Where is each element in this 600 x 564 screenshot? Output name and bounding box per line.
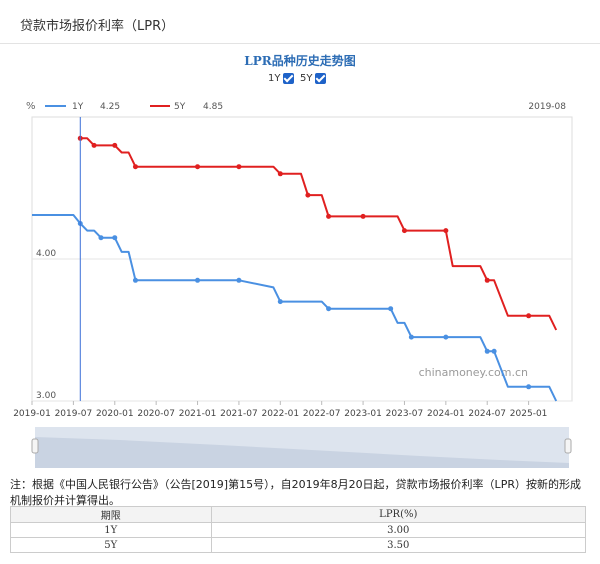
x-tick-label: 2022-07 xyxy=(303,409,341,419)
range-handle-left[interactable] xyxy=(31,438,39,454)
data-point-1y xyxy=(326,306,332,312)
range-navigator-overview xyxy=(35,437,569,468)
legend-5y-value: 4.85 xyxy=(203,102,223,112)
data-point-1y xyxy=(526,384,532,390)
toggle-5y[interactable]: 5Y xyxy=(300,71,327,85)
data-point-5y xyxy=(91,142,97,148)
table-cell-term: 1Y xyxy=(10,522,212,538)
y-unit-label: % xyxy=(26,101,36,112)
y-tick-label: 4.00 xyxy=(36,249,56,259)
x-tick-label: 2025-01 xyxy=(510,409,548,419)
data-point-5y xyxy=(360,213,366,219)
data-point-1y xyxy=(112,235,118,241)
x-tick-label: 2020-01 xyxy=(96,409,134,419)
lpr-line-chart[interactable]: % 1Y 4.25 5Y 4.85 2019-08 4.00 3.00 2019-… xyxy=(0,0,600,470)
data-point-5y xyxy=(526,313,532,319)
data-point-5y xyxy=(401,228,407,234)
legend-1y-value: 4.25 xyxy=(100,102,120,112)
data-point-1y xyxy=(408,334,414,340)
legend-1y-name: 1Y xyxy=(72,102,84,112)
data-point-1y xyxy=(277,299,283,305)
data-point-5y xyxy=(277,171,283,177)
data-point-1y xyxy=(236,277,242,283)
range-handle-right[interactable] xyxy=(564,438,572,454)
table-row: 1Y 3.00 xyxy=(10,522,587,538)
x-tick-label: 2024-01 xyxy=(427,409,465,419)
table-cell-rate: 3.00 xyxy=(210,522,587,538)
series-line-5y xyxy=(80,137,558,331)
table-header-term: 期限 xyxy=(10,506,212,523)
toggle-1y[interactable]: 1Y xyxy=(268,71,295,85)
data-point-5y xyxy=(112,142,118,148)
x-tick-label: 2019-07 xyxy=(55,409,93,419)
data-point-5y xyxy=(236,164,242,170)
data-point-1y xyxy=(484,348,490,354)
data-point-1y xyxy=(132,277,138,283)
x-tick-label: 2023-01 xyxy=(344,409,382,419)
data-point-1y xyxy=(443,334,449,340)
data-point-5y xyxy=(132,164,138,170)
toggle-1y-label: 1Y xyxy=(268,72,281,84)
data-point-1y xyxy=(98,235,104,241)
page-title: 贷款市场报价利率（LPR） xyxy=(20,19,175,34)
lpr-table: 期限 LPR(%) 1Y 3.00 5Y 3.50 xyxy=(10,506,587,553)
footnote: 注：根据《中国人民银行公告》（公告[2019]第15号），自2019年8月20日… xyxy=(10,478,581,507)
data-point-5y xyxy=(305,192,311,198)
x-tick-label: 2022-01 xyxy=(262,409,300,419)
toggle-1y-checkbox[interactable] xyxy=(283,72,295,84)
data-point-5y xyxy=(195,164,201,170)
y-tick-label: 3.00 xyxy=(36,391,56,401)
header-bar: 贷款市场报价利率（LPR） xyxy=(0,0,600,44)
table-cell-rate: 3.50 xyxy=(210,537,587,553)
data-point-1y xyxy=(491,348,497,354)
table-row: 5Y 3.50 xyxy=(10,537,587,553)
x-tick-label: 2021-01 xyxy=(179,409,217,419)
chart-title: LPR品种历史走势图 xyxy=(244,54,356,68)
legend-5y-name: 5Y xyxy=(174,102,186,112)
table-cell-term: 5Y xyxy=(10,537,212,553)
watermark: chinamoney.com.cn xyxy=(419,366,528,379)
toggle-5y-label: 5Y xyxy=(300,72,313,84)
toggle-5y-checkbox[interactable] xyxy=(315,72,327,84)
x-tick-label: 2021-07 xyxy=(220,409,258,419)
data-point-1y xyxy=(388,306,394,312)
data-point-5y xyxy=(484,277,490,283)
table-header-lpr: LPR(%) xyxy=(210,506,587,523)
data-point-1y xyxy=(195,277,201,283)
cursor-date-label: 2019-08 xyxy=(528,102,566,112)
x-tick-label: 2023-07 xyxy=(386,409,424,419)
data-point-5y xyxy=(443,228,449,234)
x-tick-label: 2019-01 xyxy=(13,409,51,419)
x-tick-label: 2024-07 xyxy=(468,409,506,419)
x-tick-label: 2020-07 xyxy=(137,409,175,419)
data-point-5y xyxy=(326,213,332,219)
